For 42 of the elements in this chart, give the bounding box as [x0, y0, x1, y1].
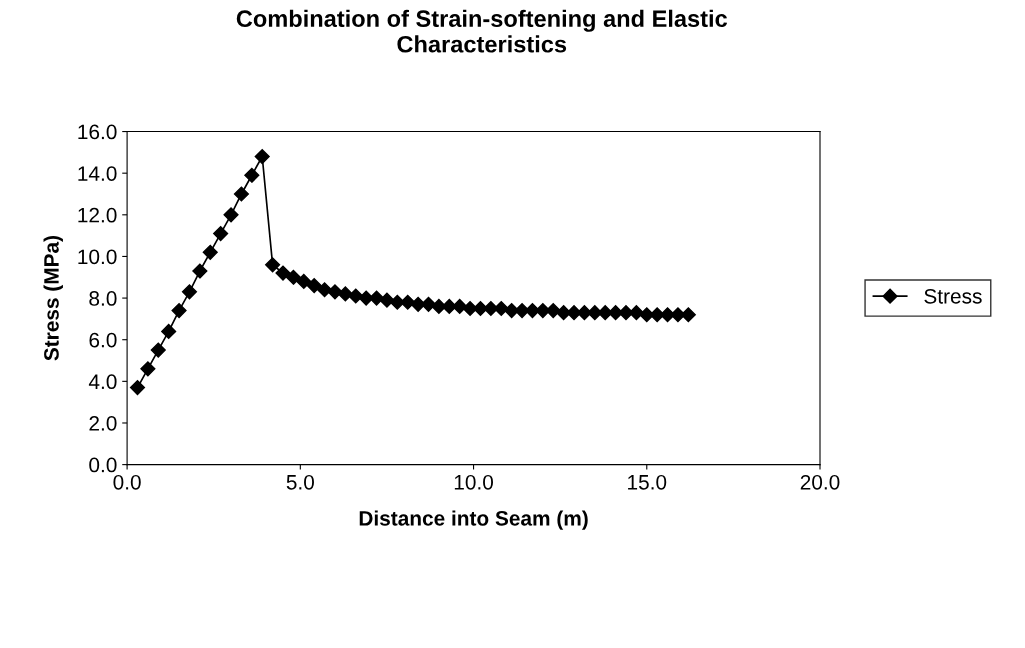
point [181, 284, 198, 300]
x-tick-label: 20.0 [800, 474, 840, 490]
point [317, 282, 333, 298]
point [296, 273, 312, 289]
point [213, 225, 229, 242]
y-axis-title: Stress (MPa) [43, 236, 63, 361]
point [223, 207, 239, 223]
y-tick-label: 2.0 [89, 415, 117, 431]
point [171, 303, 187, 319]
point [192, 263, 208, 279]
point [265, 257, 281, 273]
point [514, 303, 530, 319]
y-tick-label: 8.0 [89, 291, 117, 306]
chart-title: Combination of Strain-softening and Elastic Characteristics [236, 9, 728, 53]
point [348, 288, 364, 304]
point [202, 244, 218, 260]
point [254, 148, 270, 165]
point [306, 278, 322, 294]
x-axis-title: Distance into Seam (m) [359, 510, 588, 530]
x-tick-label: 15.0 [628, 474, 667, 490]
point [233, 186, 249, 202]
point [462, 300, 478, 317]
y-tick-label: 0.0 [89, 457, 117, 473]
y-tick-label: 12.0 [78, 207, 117, 223]
point [129, 380, 146, 396]
x-tick-label: 0.0 [113, 474, 141, 490]
x-tick-label: 10.0 [454, 474, 494, 490]
point [140, 361, 156, 377]
y-tick-label: 4.0 [88, 374, 117, 390]
point [150, 342, 166, 358]
y-tick-label: 10.0 [78, 249, 117, 265]
legend-label: Stress [924, 288, 982, 304]
y-tick-label: 14.0 [78, 166, 117, 181]
point [244, 167, 260, 183]
point [379, 292, 395, 308]
point [327, 284, 343, 300]
point [285, 269, 301, 285]
point [161, 323, 177, 339]
y-tick-label: 16.0 [78, 124, 117, 140]
y-tick-label: 6.0 [89, 332, 117, 348]
point [337, 286, 353, 302]
x-tick-label: 5.0 [286, 474, 314, 490]
